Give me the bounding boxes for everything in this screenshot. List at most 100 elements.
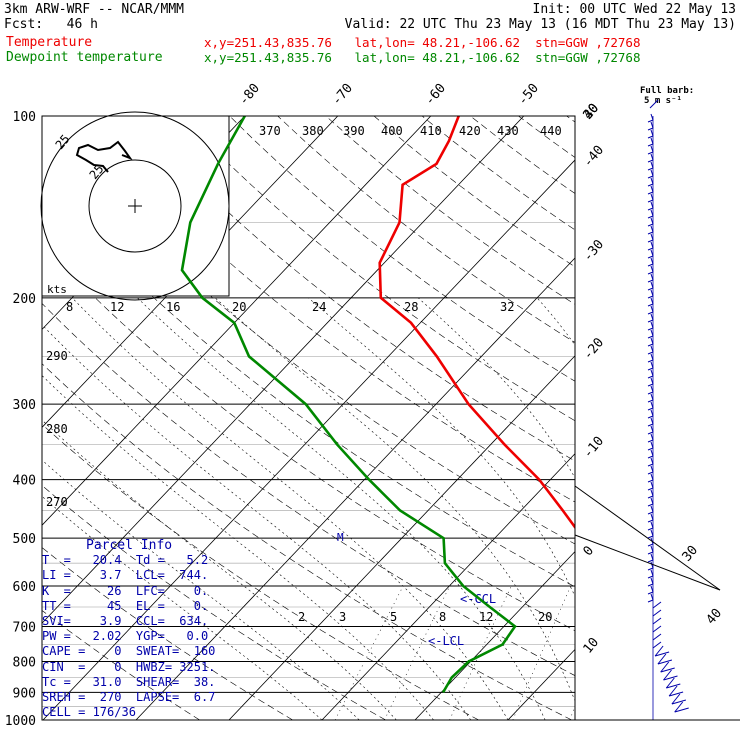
wind-barb-flag bbox=[663, 675, 678, 681]
dry-adiabat bbox=[42, 182, 575, 588]
pressure-label-600: 600 bbox=[13, 580, 36, 595]
wind-barb bbox=[650, 265, 654, 273]
moist-adiabat bbox=[417, 297, 575, 479]
dry-adiabat bbox=[42, 610, 200, 720]
wind-barb bbox=[650, 521, 654, 529]
forecast-hour: Fcst: 46 h bbox=[4, 17, 98, 32]
temperature-tick-label: 30 bbox=[680, 543, 702, 565]
wind-barb bbox=[650, 417, 654, 425]
lcl-label: <-LCL bbox=[428, 634, 464, 648]
temperature-tick-label: -30 bbox=[581, 237, 608, 265]
wind-barb bbox=[650, 585, 654, 593]
m-marker: M bbox=[337, 531, 344, 544]
moist-adiabat bbox=[308, 297, 575, 597]
mixing-ratio-label: 8 bbox=[439, 610, 446, 624]
wind-barb bbox=[652, 617, 662, 625]
wind-barb bbox=[650, 409, 654, 417]
parcel-info-row: Tc = 31.0 SHEAR= 38. bbox=[42, 674, 216, 689]
wind-barb-flag bbox=[647, 543, 654, 547]
temperature-tick-label: -80 bbox=[236, 81, 263, 109]
valid-time: Valid: 22 UTC Thu 23 May 13 (16 MDT Thu … bbox=[344, 17, 736, 32]
init-time: Init: 00 UTC Wed 22 May 13 bbox=[532, 2, 737, 17]
temperature-tick-label: -40 bbox=[581, 143, 608, 171]
wind-barb bbox=[665, 677, 675, 689]
wind-barb-flag bbox=[647, 511, 654, 515]
wind-barb-flag bbox=[668, 691, 684, 697]
wind-barb-flag bbox=[647, 335, 654, 339]
theta-label: 420 bbox=[459, 124, 481, 138]
theta-label: 400 bbox=[381, 124, 403, 138]
theta-label-left: 270 bbox=[46, 495, 68, 509]
wind-barb bbox=[650, 345, 654, 353]
wind-barb bbox=[657, 653, 667, 665]
mixing-ratio-label: 3 bbox=[339, 610, 346, 624]
parcel-info-row: LI = 3.7 LCL= 744. bbox=[42, 568, 209, 583]
wind-barb bbox=[668, 685, 678, 697]
wind-barb bbox=[650, 441, 654, 449]
wind-barb-flag bbox=[647, 479, 654, 483]
wind-barb-flag bbox=[647, 327, 654, 331]
dry-adiabat bbox=[42, 423, 479, 720]
wind-barb bbox=[660, 661, 670, 673]
pressure-label-500: 500 bbox=[13, 532, 36, 547]
pressure-label-300: 300 bbox=[13, 398, 36, 413]
moist-adiabat bbox=[648, 298, 731, 720]
wind-barb bbox=[650, 161, 654, 169]
dry-adiabat bbox=[518, 116, 575, 158]
wind-barb bbox=[650, 385, 654, 393]
wind-barb bbox=[650, 321, 654, 329]
wind-barb bbox=[650, 137, 654, 145]
dry-adiabat bbox=[42, 121, 575, 545]
barb-legend-mark bbox=[649, 99, 659, 109]
wind-barb-flag bbox=[647, 463, 654, 467]
temperature-tick-label: -70 bbox=[329, 81, 356, 109]
wind-barb bbox=[650, 257, 654, 265]
wind-barb bbox=[650, 153, 654, 161]
wind-barb-flag bbox=[647, 223, 654, 227]
dry-adiabat bbox=[325, 116, 575, 305]
wind-barb bbox=[650, 281, 654, 289]
wind-barb-flag bbox=[647, 231, 654, 235]
wind-barb-flag bbox=[647, 599, 654, 603]
wind-barb bbox=[650, 121, 654, 129]
isotherm bbox=[414, 550, 575, 720]
isotherm bbox=[228, 355, 575, 720]
hodograph-unit: kts bbox=[47, 283, 67, 296]
wind-barb bbox=[650, 177, 654, 185]
dry-adiabat bbox=[421, 116, 575, 231]
wind-barb bbox=[652, 609, 662, 617]
wind-barb-flag bbox=[647, 415, 654, 419]
pressure-label-700: 700 bbox=[13, 620, 36, 635]
temperature-tick-label: -60 bbox=[422, 81, 449, 109]
mixing-ratio-line bbox=[512, 585, 572, 720]
parcel-info-row: T = 20.4 Td = 5.2 bbox=[42, 553, 209, 568]
wind-barb bbox=[650, 233, 654, 241]
wind-barb-flag bbox=[647, 343, 654, 347]
mixing-ratio-label: 5 bbox=[390, 610, 397, 624]
mixing-ratio-line bbox=[334, 585, 404, 720]
moist-adiabat bbox=[42, 495, 323, 720]
wind-barb-flag bbox=[657, 659, 673, 665]
wind-barb bbox=[650, 353, 654, 361]
wind-barb bbox=[650, 553, 654, 561]
mixing-ratio-label: 32 bbox=[500, 300, 514, 314]
wind-barb-flag bbox=[647, 551, 654, 555]
wind-barb bbox=[650, 569, 654, 577]
wind-barb bbox=[650, 545, 654, 553]
theta-label-left: 280 bbox=[46, 422, 68, 436]
wind-barbs bbox=[574, 99, 740, 721]
dewpoint-trace bbox=[180, 116, 517, 694]
wind-barb-flag bbox=[647, 135, 654, 139]
temperature-tick-label: -50 bbox=[515, 81, 542, 109]
dry-adiabat bbox=[42, 363, 572, 720]
mixing-ratio-label: 8 bbox=[66, 300, 73, 314]
wind-barb bbox=[650, 473, 654, 481]
dewpoint-legend: Dewpoint temperature bbox=[6, 50, 163, 65]
temperature-tick-label: 0 bbox=[581, 543, 598, 559]
wind-barb-flag bbox=[647, 127, 654, 131]
wind-barb-flag bbox=[647, 319, 654, 323]
mixing-ratio-label: 28 bbox=[404, 300, 418, 314]
mixing-ratio-label: 16 bbox=[166, 300, 180, 314]
skew-edge-lower bbox=[574, 534, 721, 591]
wind-barb-flag bbox=[647, 247, 654, 251]
